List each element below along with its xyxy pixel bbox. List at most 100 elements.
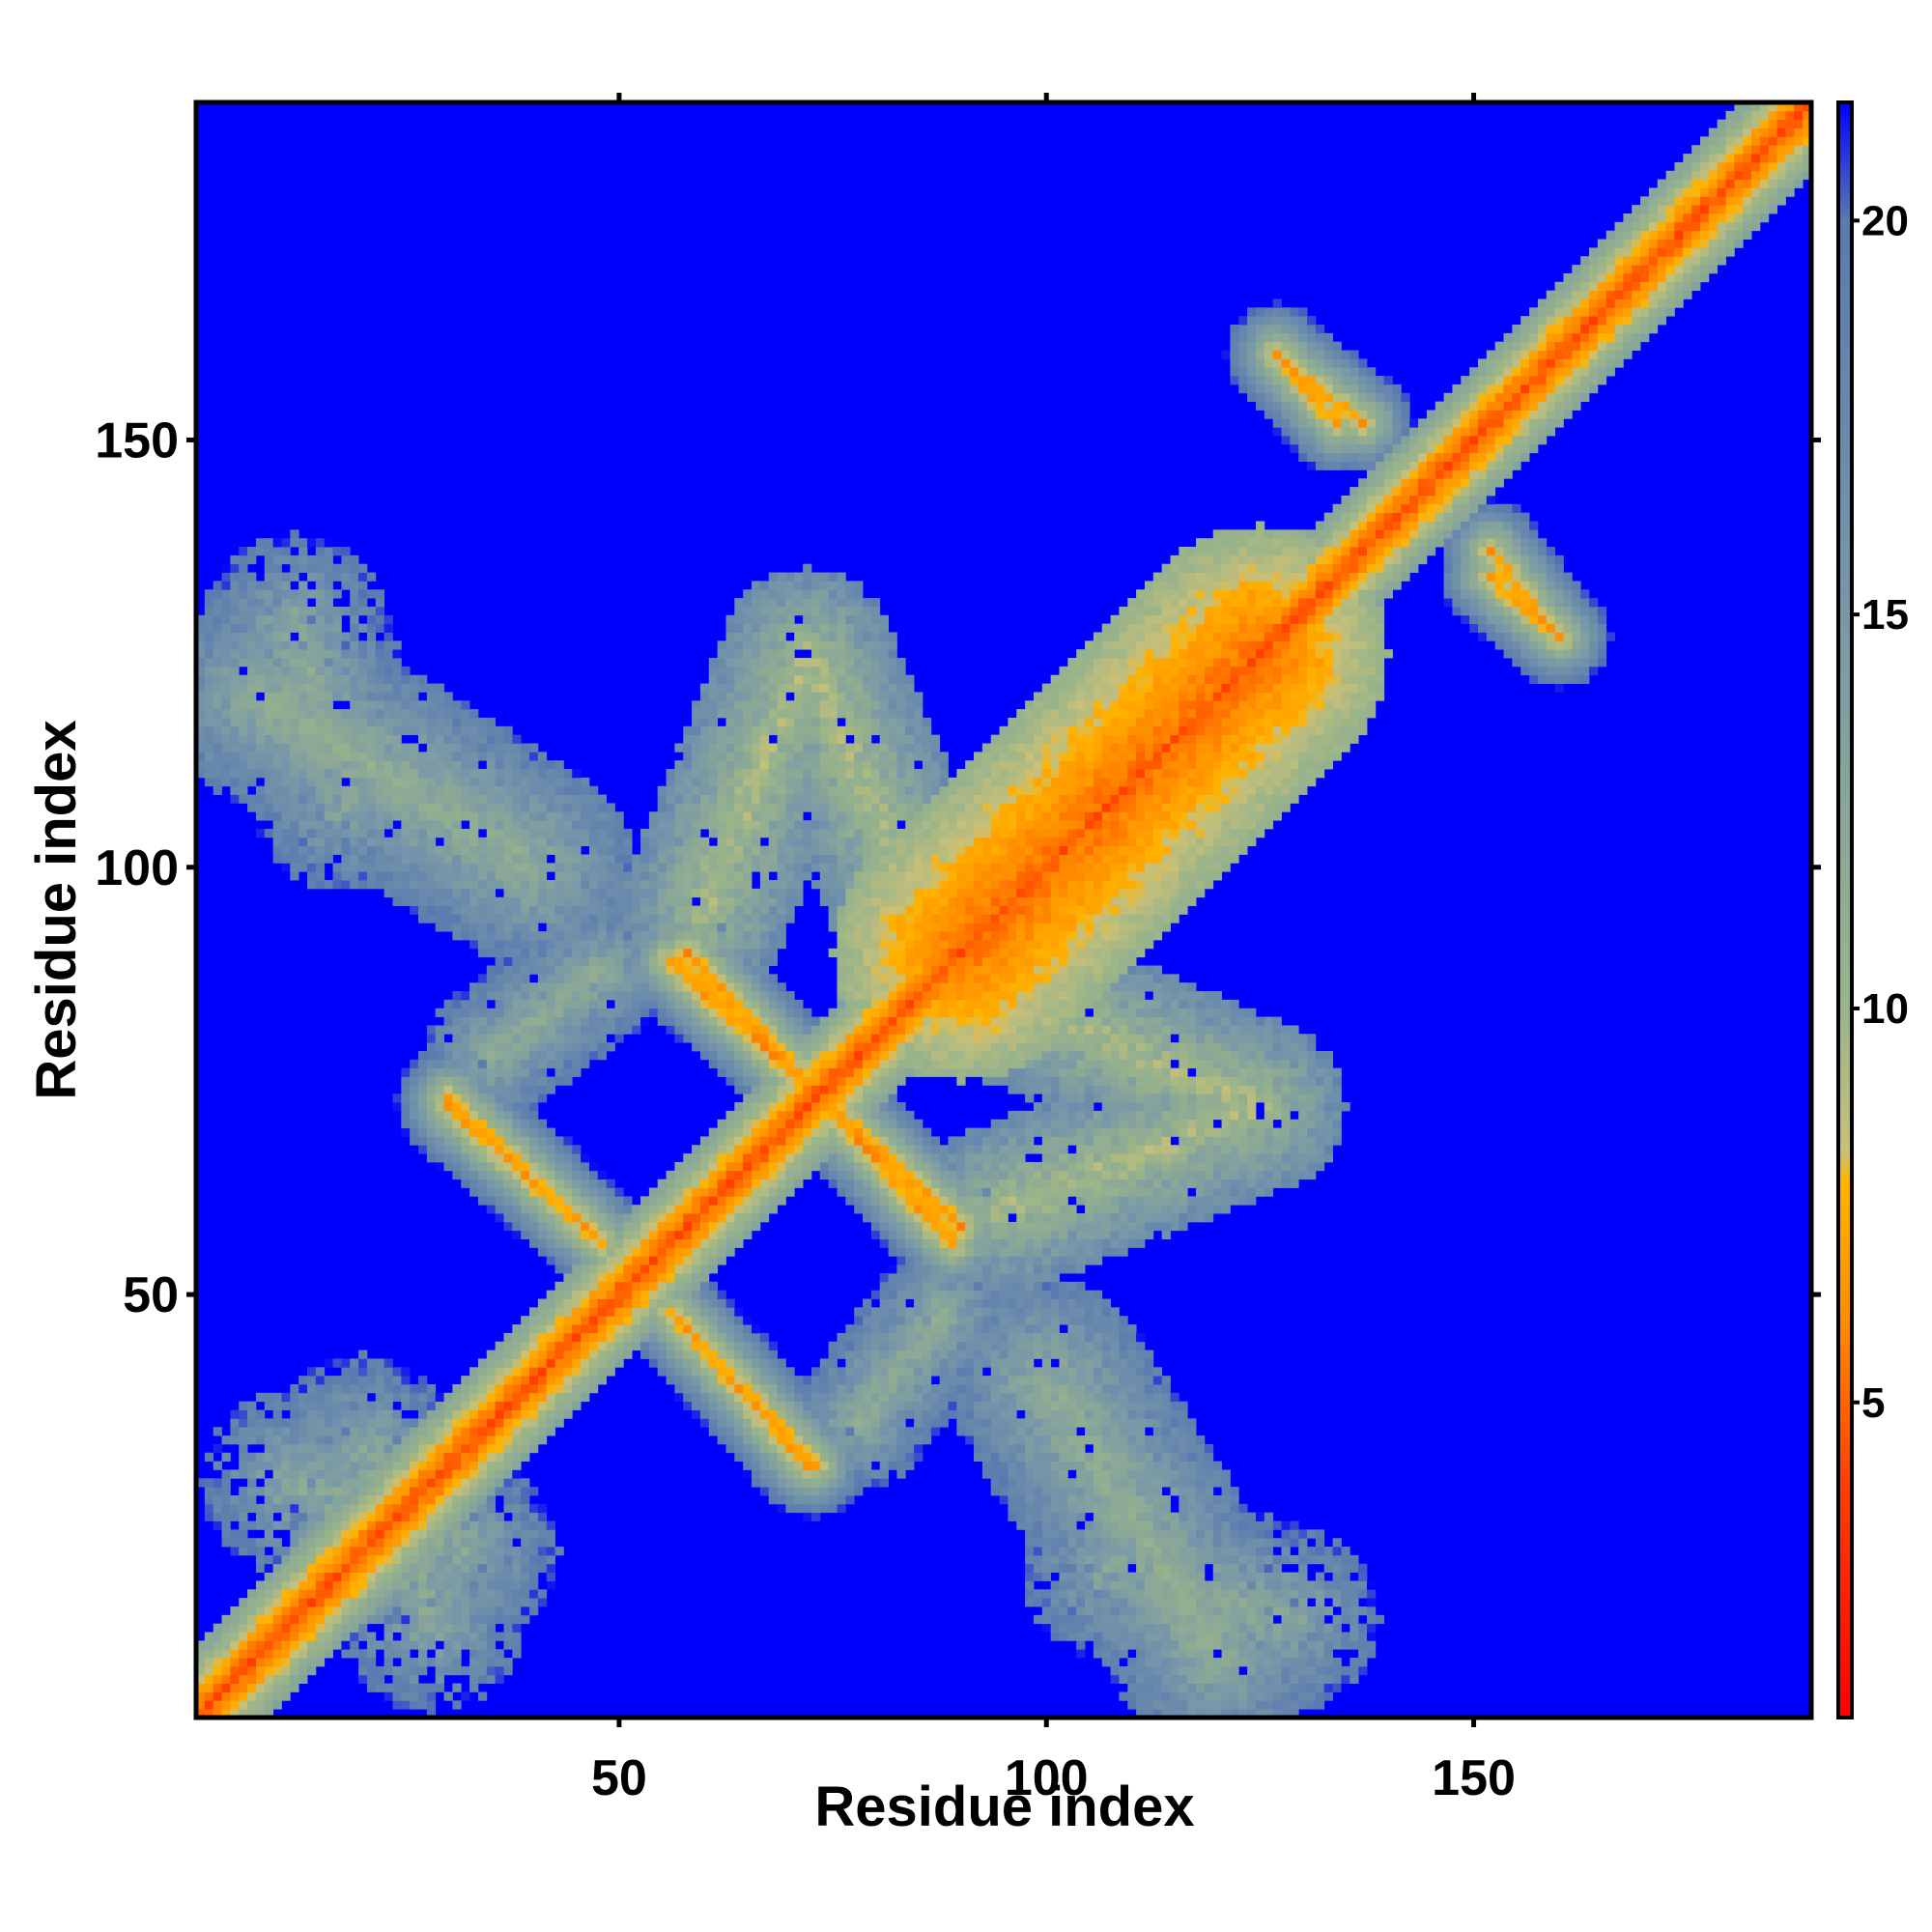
heatmap-cell (384, 674, 393, 684)
heatmap-cell (785, 905, 795, 915)
heatmap-cell (554, 785, 564, 795)
heatmap-cell (410, 743, 419, 753)
heatmap-cell (503, 1503, 513, 1514)
heatmap-cell (247, 1418, 257, 1428)
heatmap-cell (435, 1547, 444, 1556)
heatmap-cell (632, 1016, 641, 1026)
heatmap-cell (358, 1554, 368, 1565)
heatmap-cell (674, 1358, 684, 1368)
heatmap-cell (350, 674, 359, 684)
heatmap-cell (537, 1538, 548, 1548)
heatmap-cell (777, 725, 786, 736)
heatmap-cell (692, 845, 701, 855)
heatmap-cell (666, 923, 675, 932)
heatmap-cell (477, 1067, 488, 1077)
heatmap-cell (537, 888, 548, 898)
heatmap-cell (640, 854, 650, 864)
heatmap-cell (401, 1119, 411, 1128)
heatmap-cell (537, 854, 548, 864)
heatmap-cell (495, 1461, 504, 1470)
heatmap-cell (324, 1589, 333, 1599)
heatmap-cell (307, 1478, 317, 1488)
heatmap-cell (614, 1272, 624, 1283)
heatmap-cell (272, 854, 282, 864)
heatmap-cell (350, 1478, 359, 1488)
heatmap-cell (537, 982, 548, 992)
heatmap-cell (554, 1238, 564, 1248)
heatmap-cell (358, 1580, 368, 1590)
heatmap-cell (350, 623, 359, 633)
heatmap-cell (221, 683, 231, 693)
heatmap-cell (572, 1025, 582, 1035)
heatmap-cell (469, 1102, 479, 1112)
heatmap-cell (255, 1409, 266, 1419)
heatmap-cell (341, 692, 351, 701)
heatmap-cell (401, 1632, 411, 1641)
heatmap-cell (230, 734, 240, 744)
heatmap-cell (435, 1598, 444, 1607)
heatmap-cell (477, 734, 488, 744)
heatmap-cell (486, 1452, 497, 1463)
heatmap-cell (759, 923, 770, 932)
heatmap-cell (230, 666, 240, 676)
heatmap-cell (734, 1085, 744, 1094)
heatmap-cell (486, 1034, 497, 1043)
heatmap-cell (196, 632, 206, 641)
heatmap-cell (512, 1418, 522, 1428)
heatmap-cell (461, 1136, 470, 1146)
heatmap-cell (281, 1401, 291, 1410)
heatmap-cell (247, 1691, 257, 1701)
heatmap-cell (221, 1632, 231, 1641)
heatmap-cell (486, 811, 497, 821)
heatmap-cell (247, 1409, 257, 1419)
heatmap-cell (554, 854, 564, 864)
heatmap-cell (657, 896, 667, 906)
heatmap-cell (332, 1469, 342, 1479)
heatmap-cell (341, 1392, 351, 1403)
heatmap-cell (281, 1478, 291, 1488)
heatmap-cell (759, 1376, 770, 1385)
heatmap-cell (699, 923, 710, 932)
heatmap-cell (401, 1563, 411, 1574)
heatmap-cell (477, 923, 488, 932)
heatmap-cell (461, 1529, 470, 1539)
heatmap-cell (230, 1529, 240, 1539)
heatmap-cell (674, 1272, 684, 1283)
heatmap-cell (307, 1563, 317, 1574)
heatmap-cell (332, 692, 342, 701)
heatmap-cell (495, 1512, 504, 1521)
heatmap-cell (648, 1324, 659, 1334)
heatmap-cell (281, 725, 291, 736)
heatmap-cell (392, 1529, 402, 1539)
heatmap-cell (521, 1153, 530, 1163)
heatmap-cell (708, 1358, 719, 1368)
heatmap-cell (495, 1435, 504, 1445)
heatmap-cell (255, 794, 266, 804)
heatmap-cell (657, 1008, 667, 1017)
heatmap-cell (512, 1332, 522, 1343)
heatmap-cell (752, 598, 761, 608)
heatmap-cell (777, 606, 786, 616)
heatmap-cell (298, 1478, 308, 1488)
heatmap-cell (477, 1145, 488, 1154)
heatmap-cell (255, 606, 266, 616)
heatmap-cell (581, 888, 590, 898)
heatmap-cell (572, 931, 582, 941)
heatmap-cell (734, 896, 744, 906)
heatmap-cell (272, 1623, 282, 1633)
heatmap-cell (230, 1427, 240, 1436)
heatmap-cell (503, 999, 513, 1009)
heatmap-cell (717, 700, 726, 710)
heatmap-cell (768, 658, 778, 668)
heatmap-cell (699, 794, 710, 804)
heatmap-cell (657, 820, 667, 830)
heatmap-cell (401, 1503, 411, 1514)
heatmap-cell (537, 769, 548, 779)
heatmap-cell (666, 1341, 675, 1350)
heatmap-cell (734, 598, 744, 608)
heatmap-cell (315, 1520, 326, 1530)
heatmap-cell (546, 820, 555, 830)
heatmap-cell (708, 1034, 719, 1043)
heatmap-cell (554, 1008, 564, 1017)
heatmap-cell (717, 769, 726, 779)
